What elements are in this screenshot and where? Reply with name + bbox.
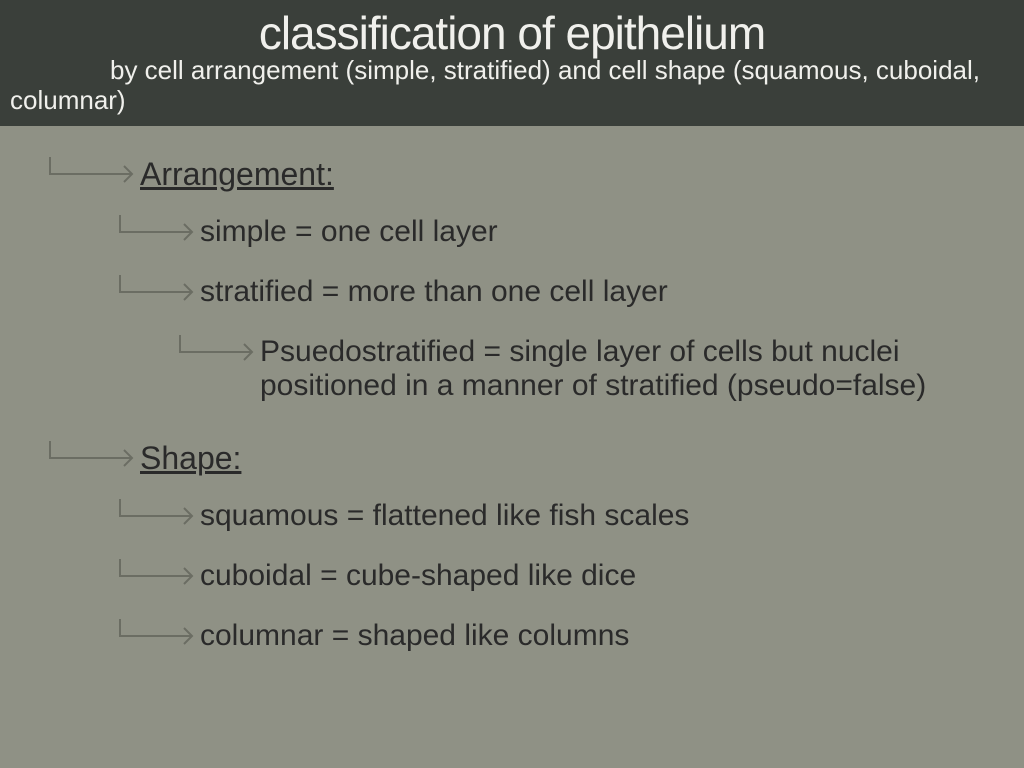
item-columnar: columnar = shaped like columns [20, 619, 1004, 653]
section-shape: Shape: squamous = flattened like fish sc… [20, 440, 1004, 653]
item-stratified: stratified = more than one cell layer [20, 275, 1004, 309]
item-text: stratified = more than one cell layer [200, 275, 668, 309]
section-arrangement: Arrangement: simple = one cell layer str… [20, 156, 1004, 404]
heading-arrangement: Arrangement: [20, 156, 1004, 193]
item-simple: simple = one cell layer [20, 215, 1004, 249]
item-text: columnar = shaped like columns [200, 619, 629, 653]
tree-connector-icon [20, 441, 140, 475]
header-band: classification of epithelium by cell arr… [0, 0, 1024, 126]
item-squamous: squamous = flattened like fish scales [20, 499, 1004, 533]
item-text: Psuedostratified = single layer of cells… [260, 335, 1004, 404]
item-text: squamous = flattened like fish scales [200, 499, 689, 533]
heading-shape: Shape: [20, 440, 1004, 477]
slide-title: classification of epithelium [0, 6, 1024, 60]
heading-text: Arrangement: [140, 156, 334, 193]
heading-text: Shape: [140, 440, 241, 477]
slide-subtitle: by cell arrangement (simple, stratified)… [0, 56, 1024, 116]
subtitle-text: by cell arrangement (simple, stratified)… [10, 55, 980, 115]
tree-connector-icon [20, 215, 200, 249]
item-text: cuboidal = cube-shaped like dice [200, 559, 636, 593]
tree-connector-icon [20, 559, 200, 593]
item-text: simple = one cell layer [200, 215, 498, 249]
tree-connector-icon [20, 275, 200, 309]
tree-connector-icon [20, 619, 200, 653]
tree-connector-icon [20, 157, 140, 191]
item-pseudostratified: Psuedostratified = single layer of cells… [20, 335, 1004, 404]
item-cuboidal: cuboidal = cube-shaped like dice [20, 559, 1004, 593]
tree-connector-icon [20, 499, 200, 533]
tree-connector-icon [20, 335, 260, 371]
slide-content: Arrangement: simple = one cell layer str… [0, 126, 1024, 653]
